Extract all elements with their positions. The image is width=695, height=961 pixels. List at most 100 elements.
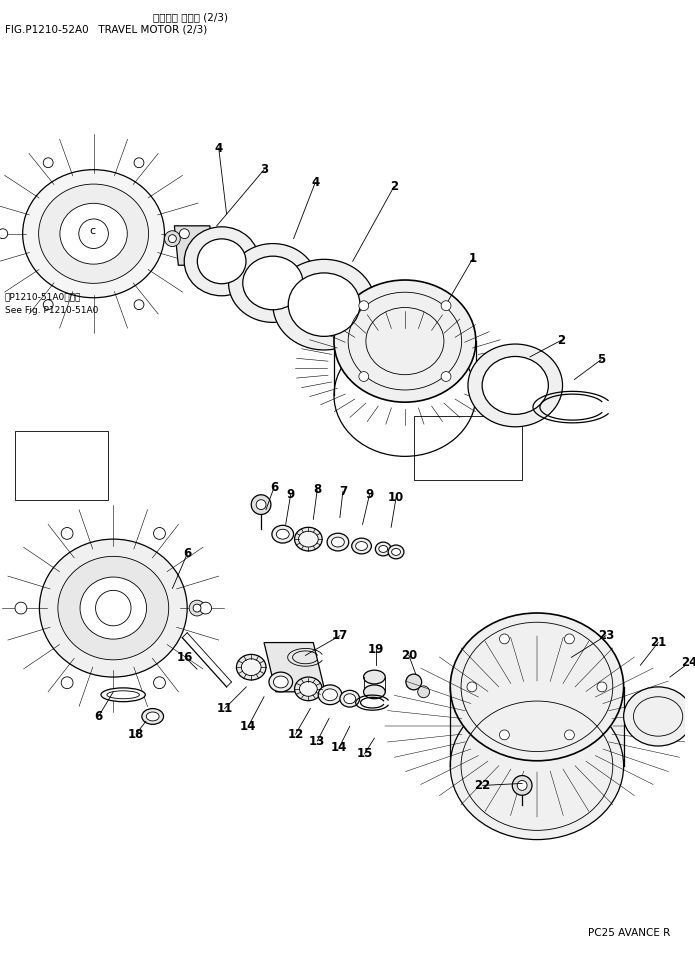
Ellipse shape (450, 692, 623, 840)
Circle shape (134, 158, 144, 167)
Ellipse shape (23, 170, 165, 298)
Text: 5: 5 (597, 354, 605, 366)
Text: 8: 8 (313, 483, 321, 497)
Text: 2: 2 (557, 333, 566, 347)
Circle shape (418, 686, 430, 698)
Ellipse shape (58, 556, 169, 660)
Circle shape (43, 300, 53, 309)
Ellipse shape (39, 185, 149, 283)
Circle shape (406, 674, 422, 690)
Text: c: c (90, 226, 96, 235)
Ellipse shape (40, 539, 187, 678)
Text: 15: 15 (357, 748, 373, 760)
Text: See Fig. P1210-51A0: See Fig. P1210-51A0 (5, 306, 98, 314)
Ellipse shape (468, 344, 562, 427)
Circle shape (154, 677, 165, 689)
Text: 14: 14 (240, 720, 256, 733)
Text: 10: 10 (388, 491, 404, 505)
Ellipse shape (269, 672, 293, 692)
Circle shape (512, 776, 532, 796)
Ellipse shape (295, 678, 322, 701)
Text: 13: 13 (309, 734, 325, 748)
Text: 24: 24 (681, 655, 695, 669)
Text: 11: 11 (217, 702, 233, 715)
Circle shape (43, 158, 53, 167)
Circle shape (517, 780, 527, 790)
Ellipse shape (273, 259, 375, 350)
Circle shape (564, 730, 574, 740)
Text: 14: 14 (331, 742, 347, 754)
Ellipse shape (277, 530, 289, 539)
Circle shape (168, 234, 177, 242)
Polygon shape (174, 226, 214, 265)
Circle shape (189, 601, 205, 616)
Ellipse shape (450, 613, 623, 761)
Text: 17: 17 (332, 629, 348, 642)
Text: PC25 AVANCE R: PC25 AVANCE R (588, 928, 670, 938)
Ellipse shape (375, 542, 391, 555)
Ellipse shape (344, 694, 356, 703)
Ellipse shape (352, 538, 371, 554)
Text: 21: 21 (650, 636, 667, 649)
Ellipse shape (334, 280, 476, 402)
Text: 9: 9 (286, 488, 295, 502)
Ellipse shape (322, 689, 338, 701)
Polygon shape (264, 643, 325, 692)
Text: 7: 7 (338, 485, 347, 499)
Ellipse shape (273, 676, 288, 688)
Ellipse shape (236, 654, 266, 680)
Circle shape (193, 604, 201, 612)
Ellipse shape (363, 670, 385, 684)
Ellipse shape (356, 542, 368, 551)
Circle shape (597, 682, 607, 692)
Text: 6: 6 (183, 548, 191, 560)
Ellipse shape (241, 659, 261, 676)
Ellipse shape (80, 577, 147, 639)
Text: 23: 23 (598, 629, 614, 642)
Ellipse shape (184, 227, 259, 296)
Text: 図P1210-51A0図参照: 図P1210-51A0図参照 (5, 293, 81, 302)
Ellipse shape (299, 531, 318, 547)
Circle shape (61, 528, 73, 539)
Ellipse shape (107, 691, 140, 699)
Ellipse shape (391, 549, 400, 555)
Ellipse shape (101, 688, 145, 702)
Ellipse shape (327, 533, 349, 551)
Circle shape (256, 500, 266, 509)
Circle shape (154, 528, 165, 539)
Text: 22: 22 (475, 779, 491, 792)
Text: 19: 19 (368, 643, 384, 656)
Ellipse shape (340, 690, 359, 707)
Circle shape (359, 372, 369, 382)
Ellipse shape (379, 546, 388, 553)
Text: 18: 18 (128, 727, 144, 741)
Circle shape (441, 372, 451, 382)
Circle shape (0, 229, 8, 238)
Circle shape (79, 219, 108, 249)
Ellipse shape (332, 537, 344, 547)
Ellipse shape (243, 257, 303, 309)
Text: 6: 6 (95, 710, 103, 723)
Ellipse shape (295, 528, 322, 551)
Text: 4: 4 (215, 141, 223, 155)
Ellipse shape (318, 685, 342, 704)
Ellipse shape (288, 273, 360, 336)
Circle shape (441, 301, 451, 310)
Ellipse shape (623, 687, 693, 746)
Circle shape (199, 603, 211, 614)
Text: 9: 9 (366, 488, 374, 502)
Ellipse shape (147, 712, 159, 721)
Ellipse shape (363, 685, 385, 699)
Text: 6: 6 (270, 481, 278, 494)
Circle shape (95, 590, 131, 626)
Circle shape (500, 730, 509, 740)
Ellipse shape (272, 526, 293, 543)
Text: シャココ モータ (2/3): シャココ モータ (2/3) (153, 12, 228, 22)
Ellipse shape (60, 204, 127, 264)
Ellipse shape (229, 243, 317, 322)
Circle shape (500, 634, 509, 644)
Ellipse shape (300, 681, 317, 697)
Circle shape (564, 634, 574, 644)
Circle shape (467, 682, 477, 692)
Text: 1: 1 (469, 252, 477, 265)
